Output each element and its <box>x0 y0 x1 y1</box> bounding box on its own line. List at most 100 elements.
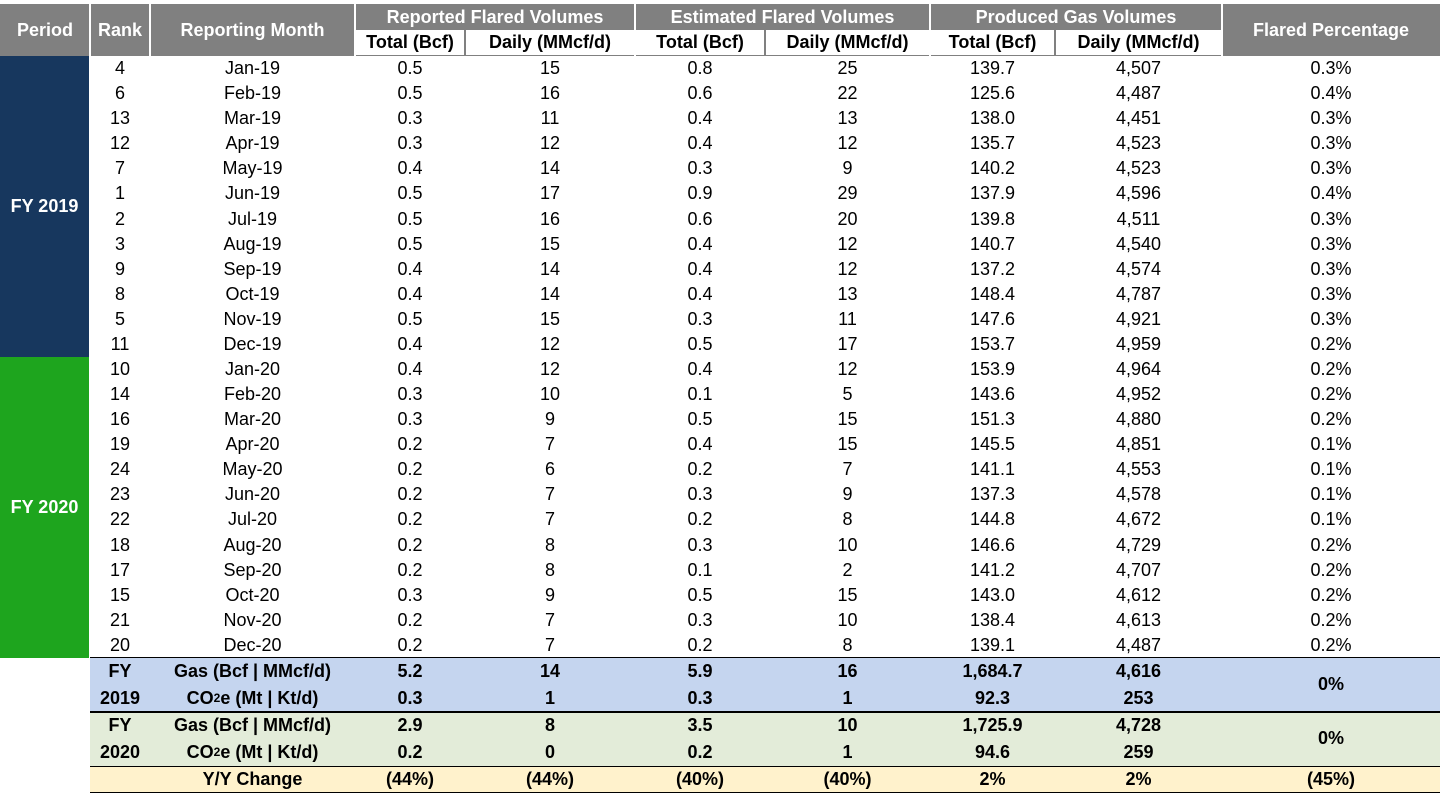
summary-gas-value: 5.9 <box>687 660 713 681</box>
cell-reported-daily: 12 <box>539 358 561 379</box>
header-separator <box>1221 4 1223 56</box>
cell-estimated-total: 0.4 <box>687 434 713 455</box>
subheader-reported-daily: Daily (MMcf/d) <box>466 30 634 55</box>
cell-flared-pct: 0.2% <box>1310 534 1352 555</box>
summary-co2-value: 0.3 <box>687 687 713 708</box>
cell-rank: 23 <box>109 484 131 505</box>
cell-estimated-total: 0.4 <box>687 233 713 254</box>
cell-estimated-daily: 8 <box>842 634 853 655</box>
summary-gas-label: Gas (Bcf | MMcf/d) <box>173 660 332 681</box>
cell-estimated-daily: 7 <box>842 459 853 480</box>
cell-produced-daily: 4,787 <box>1115 283 1162 304</box>
co2-label-post: e (Mt | Kt/d) <box>220 741 319 762</box>
cell-reported-daily: 8 <box>544 559 555 580</box>
cell-reported-total: 0.2 <box>397 559 423 580</box>
cell-produced-total: 143.6 <box>969 384 1016 405</box>
header-separator <box>89 4 91 56</box>
cell-flared-pct: 0.2% <box>1310 358 1352 379</box>
summary-fy-year: 2020 <box>99 741 141 762</box>
cell-rank: 5 <box>114 308 125 329</box>
cell-reported-total: 0.2 <box>397 609 423 630</box>
yoy-value: (44%) <box>525 768 574 789</box>
cell-reported-total: 0.5 <box>397 208 423 229</box>
cell-produced-total: 140.2 <box>969 158 1016 179</box>
period-fy2020: FY 2020 <box>0 356 89 658</box>
subheader-produced-total: Total (Bcf) <box>931 30 1054 55</box>
cell-flared-pct: 0.3% <box>1310 308 1352 329</box>
cell-reported-daily: 14 <box>539 158 561 179</box>
cell-reported-total: 0.4 <box>397 258 423 279</box>
cell-reported-total: 0.4 <box>397 158 423 179</box>
cell-estimated-daily: 15 <box>837 409 858 430</box>
cell-flared-pct: 0.3% <box>1310 108 1352 129</box>
cell-month: Nov-19 <box>223 308 282 329</box>
cell-produced-daily: 4,540 <box>1115 233 1162 254</box>
cell-rank: 12 <box>109 133 131 154</box>
summary-co2-value: 1 <box>544 687 555 708</box>
cell-estimated-total: 0.1 <box>687 559 713 580</box>
subheader-produced-daily: Daily (MMcf/d) <box>1056 30 1221 55</box>
cell-month: Apr-20 <box>225 434 280 455</box>
cell-rank: 19 <box>109 434 131 455</box>
cell-flared-pct: 0.1% <box>1310 459 1352 480</box>
cell-month: Feb-20 <box>223 384 282 405</box>
yoy-row <box>90 766 1440 792</box>
cell-month: Sep-19 <box>223 258 282 279</box>
cell-reported-total: 0.3 <box>397 584 423 605</box>
cell-flared-pct: 0.3% <box>1310 233 1352 254</box>
cell-month: Feb-19 <box>223 83 282 104</box>
cell-estimated-total: 0.3 <box>687 609 713 630</box>
cell-produced-daily: 4,613 <box>1115 609 1162 630</box>
cell-estimated-total: 0.4 <box>687 258 713 279</box>
header-rank: Rank <box>90 4 150 56</box>
cell-reported-daily: 6 <box>544 459 555 480</box>
cell-month: Jul-20 <box>227 509 278 530</box>
cell-rank: 15 <box>109 584 131 605</box>
cell-produced-daily: 4,672 <box>1115 509 1162 530</box>
cell-estimated-daily: 12 <box>837 358 858 379</box>
cell-flared-pct: 0.2% <box>1310 409 1352 430</box>
yoy-value: (40%) <box>675 768 724 789</box>
cell-estimated-total: 0.4 <box>687 283 713 304</box>
cell-produced-total: 137.9 <box>969 183 1016 204</box>
cell-rank: 10 <box>109 358 131 379</box>
cell-reported-daily: 9 <box>544 409 555 430</box>
cell-produced-total: 146.6 <box>969 534 1016 555</box>
cell-estimated-daily: 11 <box>838 308 857 329</box>
cell-month: Nov-20 <box>223 609 282 630</box>
summary-gas-value: 4,616 <box>1115 660 1162 681</box>
summary-flared-pct: 0% <box>1317 728 1344 749</box>
summary-gas-value: 10 <box>837 714 858 735</box>
yoy-label: Y/Y Change <box>202 768 303 789</box>
cell-rank: 11 <box>110 333 130 354</box>
cell-reported-daily: 11 <box>540 108 560 129</box>
cell-estimated-daily: 17 <box>837 333 858 354</box>
cell-month: Jan-19 <box>224 58 281 79</box>
cell-rank: 2 <box>114 208 125 229</box>
cell-estimated-total: 0.5 <box>687 333 713 354</box>
period-fy2019: FY 2019 <box>0 56 89 357</box>
cell-estimated-total: 0.2 <box>687 459 713 480</box>
cell-estimated-daily: 15 <box>837 584 858 605</box>
cell-produced-total: 137.2 <box>969 258 1016 279</box>
cell-estimated-daily: 20 <box>837 208 858 229</box>
summary-gas-value: 2.9 <box>397 714 423 735</box>
cell-produced-daily: 4,487 <box>1115 634 1162 655</box>
cell-month: Mar-19 <box>223 108 281 129</box>
cell-estimated-daily: 2 <box>842 559 853 580</box>
cell-month: Mar-20 <box>223 409 281 430</box>
yoy-value: (40%) <box>823 768 872 789</box>
cell-estimated-daily: 15 <box>837 434 858 455</box>
cell-reported-daily: 12 <box>539 133 561 154</box>
summary-gas-value: 1,684.7 <box>962 660 1023 681</box>
header-period: Period <box>0 4 90 56</box>
co2-label-pre: CO <box>186 741 214 762</box>
cell-flared-pct: 0.2% <box>1310 333 1352 354</box>
cell-estimated-total: 0.2 <box>687 634 713 655</box>
cell-reported-daily: 10 <box>539 384 561 405</box>
cell-rank: 3 <box>114 233 125 254</box>
co2-label-sub: 2 <box>213 745 221 760</box>
cell-flared-pct: 0.2% <box>1310 584 1352 605</box>
header-flared-percentage: Flared Percentage <box>1222 4 1440 56</box>
